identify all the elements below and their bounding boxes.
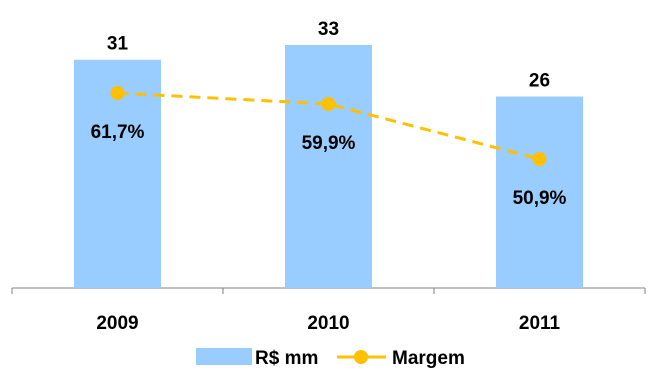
margem-point-2009 (110, 86, 125, 100)
x-tick-labels: 2009 2010 2011 (96, 313, 560, 334)
margem-value-label: 61,7% (91, 122, 145, 143)
legend-swatch-bar (196, 348, 252, 365)
bar-value-label: 31 (107, 34, 129, 55)
legend-swatch-marker (354, 350, 368, 364)
x-tick-label: 2009 (96, 313, 138, 334)
bar-value-label: 26 (529, 71, 550, 92)
bar-value-label: 33 (318, 19, 339, 40)
line-series (110, 86, 547, 166)
x-tick-label: 2010 (307, 313, 349, 334)
x-tick-label: 2011 (519, 313, 561, 334)
margem-point-2011 (532, 152, 547, 166)
legend-label-bar: R$ mm (255, 348, 318, 369)
line-value-labels: 61,7% 59,9% 50,9% (91, 122, 567, 209)
x-axis (11, 287, 646, 294)
margem-value-label: 59,9% (302, 133, 356, 154)
bar-series (74, 45, 583, 289)
margem-value-label: 50,9% (513, 188, 567, 209)
margem-point-2010 (321, 97, 336, 111)
legend: R$ mm Margem (196, 348, 465, 369)
bar-value-labels: 31 33 26 (107, 19, 550, 92)
bar-2010 (285, 45, 372, 288)
bar-2011 (496, 96, 583, 288)
legend-label-line: Margem (392, 348, 465, 369)
